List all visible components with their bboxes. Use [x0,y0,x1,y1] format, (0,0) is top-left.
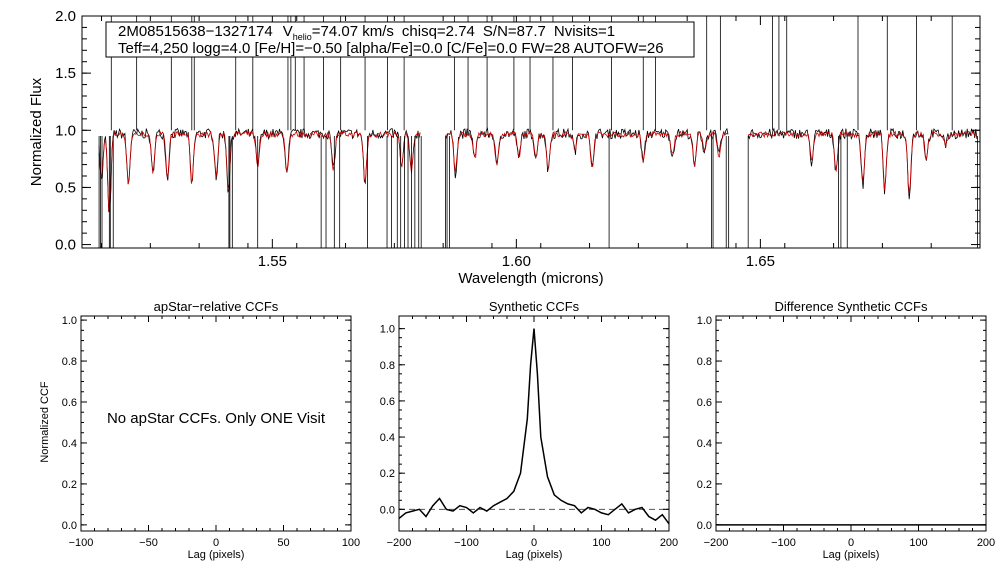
y-tick-label: 0.4 [62,438,77,450]
synthetic-ccf-line [398,328,670,525]
x-tick-label: 100 [909,537,927,549]
annotation-chisq: chisq=2.74 [402,23,475,40]
synthetic-ccf-y-tick-labels: 0.0 0.2 0.4 0.6 0.8 1.0 [380,324,395,517]
y-tick-label: 0.2 [697,479,712,491]
spectrum-observed-line [98,127,421,213]
annotation-star-id: 2M08515638−1327174 [118,23,273,40]
apstar-ccf-x-tick-labels: −100 −50 0 50 100 [69,537,361,549]
synthetic-ccf-panel: Synthetic CCFs 0.0 0.2 0.4 0.6 0.8 1.0 −200 −1… [380,299,678,561]
x-tick-label: 1.60 [502,253,531,270]
synthetic-ccf-traces [398,328,670,525]
x-tick-label: −50 [139,537,158,549]
synthetic-ccf-x-tick-labels: −200 −100 0 100 200 [387,537,679,549]
annotation-v-value: =74.07 km/s [312,23,394,40]
y-tick-label: 0.6 [697,397,712,409]
spectrum-model-line [747,130,978,194]
difference-ccf-ticks [715,316,987,531]
synthetic-ccf-x-axis-label: Lag (pixels) [506,549,563,561]
y-tick-label: 0.0 [380,504,395,516]
apstar-ccf-panel: apStar−relative CCFs 0.00.20.40.60.81.0 … [39,299,360,561]
difference-ccf-y-tick-labels: 0.0 0.2 0.4 0.6 0.8 1.0 [697,315,712,532]
spectrum-observed-line [747,127,978,200]
x-tick-label: 0 [848,537,854,549]
synthetic-ccf-ticks [398,316,670,531]
x-tick-label: 200 [977,537,995,549]
difference-ccf-x-axis-label: Lag (pixels) [823,549,880,561]
y-tick-label: 0.2 [380,468,395,480]
x-tick-label: 100 [592,537,610,549]
spectrum-ticks [82,15,981,248]
y-tick-label: 0.0 [62,520,77,532]
apstar-ccf-x-axis-label: Lag (pixels) [188,549,245,561]
y-tick-label: 1.0 [62,315,77,327]
x-tick-label: 1.55 [258,253,287,270]
x-tick-label: 50 [277,537,289,549]
y-tick-label: 1.0 [697,315,712,327]
x-tick-label: 200 [660,537,678,549]
x-tick-label: −100 [69,537,94,549]
x-tick-label: −100 [771,537,796,549]
y-tick-label: 1.0 [55,122,76,139]
y-tick-label: 0.6 [380,396,395,408]
y-tick-label: 0.8 [380,360,395,372]
y-tick-label: 0.6 [62,397,77,409]
y-tick-label: 0.8 [697,356,712,368]
x-tick-label: −200 [387,537,412,549]
annotation-nvisits: Nvisits=1 [554,23,615,40]
y-tick-label: 1.0 [380,324,395,336]
spectrum-annotation-box [105,21,695,58]
annotation-v-label: V [283,23,293,40]
annotation-line-1: 2M08515638−1327174 Vhelio=74.07 km/s chisq… [118,23,615,42]
spectrum-model-line [98,130,421,211]
spectrum-x-tick-labels: 1.55 1.60 1.65 [258,253,775,270]
annotation-line-2: Teff=4,250 logg=4.0 [Fe/H]=−0.50 [alpha/… [118,40,664,57]
spectrum-x-axis-label: Wavelength (microns) [458,270,603,287]
synthetic-ccf-title: Synthetic CCFs [489,299,580,314]
y-tick-label: 0.0 [55,237,76,254]
difference-ccf-panel: Difference Synthetic CCFs 0.00.20.40.60.… [697,299,995,561]
y-tick-label: 0.4 [380,432,395,444]
apstar-ccf-y-axis-label: Normalized CCF [39,381,51,463]
y-tick-label: 0.4 [697,438,712,450]
difference-ccf-x-tick-labels: −200 −100 0 100 200 [704,537,996,549]
spectrum-y-axis-label: Normalized Flux [28,77,45,186]
annotation-snr: S/N=87.7 [483,23,546,40]
apstar-ccf-y-tick-labels: 0.0 0.2 0.4 0.6 0.8 1.0 [62,315,77,532]
y-tick-label: 1.5 [55,65,76,82]
spectrum-y-tick-labels: 0.0 0.5 1.0 1.5 2.0 [55,8,76,254]
x-tick-label: 0 [531,537,537,549]
y-tick-label: 0.2 [62,479,77,491]
x-tick-label: 0 [213,537,219,549]
x-tick-label: 100 [342,537,360,549]
apstar-ccf-ticks [80,316,352,531]
apstar-ccf-title: apStar−relative CCFs [154,299,279,314]
apstar-ccf-no-data-message: No apStar CCFs. Only ONE Visit [107,410,326,427]
difference-ccf-plot-frame [715,315,987,532]
y-tick-label: 0.8 [62,356,77,368]
annotation-v-subscript: helio [293,32,312,42]
y-tick-label: 0.0 [697,520,712,532]
y-tick-label: 2.0 [55,8,76,25]
difference-ccf-title: Difference Synthetic CCFs [775,299,928,314]
spectrum-model-line [445,130,729,174]
spectrum-plot-frame [81,15,981,249]
x-tick-label: 1.65 [746,253,775,270]
y-tick-label: 0.5 [55,179,76,196]
spectrum-panel: 0.0 0.5 1.0 1.5 2.0 1.55 1.60 1.65 Wavelength … [28,8,981,287]
x-tick-label: −200 [704,537,729,549]
x-tick-label: −100 [454,537,479,549]
